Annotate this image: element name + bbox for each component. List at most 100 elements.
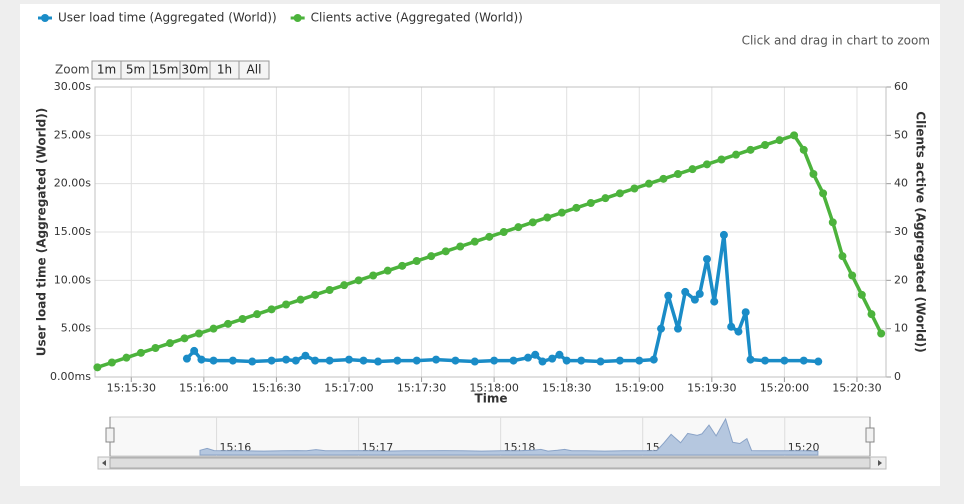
data-point[interactable] (664, 291, 673, 300)
data-point[interactable] (659, 174, 668, 183)
zoom-button-label[interactable]: 30m (182, 63, 209, 77)
data-point[interactable] (557, 208, 566, 217)
data-point[interactable] (296, 295, 305, 304)
data-point[interactable] (761, 141, 770, 149)
data-point[interactable] (780, 356, 789, 365)
data-point[interactable] (601, 194, 610, 203)
data-point[interactable] (209, 356, 218, 365)
data-point[interactable] (702, 160, 711, 169)
data-point[interactable] (224, 319, 233, 328)
data-point[interactable] (344, 355, 353, 364)
data-point[interactable] (819, 189, 828, 198)
data-point[interactable] (741, 308, 750, 317)
data-point[interactable] (867, 310, 876, 319)
data-point[interactable] (282, 355, 291, 364)
data-point[interactable] (838, 252, 847, 261)
data-point[interactable] (717, 155, 726, 164)
data-point[interactable] (490, 356, 499, 365)
data-point[interactable] (393, 356, 402, 365)
data-point[interactable] (710, 297, 719, 306)
data-point[interactable] (732, 150, 741, 159)
data-point[interactable] (523, 353, 532, 362)
data-point[interactable] (615, 356, 624, 365)
data-point[interactable] (451, 356, 460, 365)
data-point[interactable] (688, 165, 697, 174)
data-point[interactable] (485, 232, 494, 241)
data-point[interactable] (383, 266, 392, 275)
data-point[interactable] (695, 289, 704, 298)
data-point[interactable] (93, 363, 102, 372)
data-point[interactable] (531, 350, 540, 359)
data-point[interactable] (197, 355, 206, 364)
zoom-button-label[interactable]: All (247, 63, 262, 77)
data-point[interactable] (248, 357, 257, 366)
data-point[interactable] (630, 184, 639, 193)
data-point[interactable] (432, 355, 441, 364)
data-point[interactable] (427, 252, 436, 261)
data-point[interactable] (182, 354, 191, 363)
data-point[interactable] (857, 290, 866, 299)
data-point[interactable] (577, 356, 586, 365)
data-point[interactable] (228, 356, 237, 365)
data-point[interactable] (301, 351, 310, 360)
data-point[interactable] (746, 145, 755, 154)
data-point[interactable] (702, 255, 711, 264)
data-point[interactable] (790, 131, 799, 140)
data-point[interactable] (635, 356, 644, 365)
zoom-button-label[interactable]: 15m (152, 63, 179, 77)
data-point[interactable] (538, 357, 547, 366)
data-point[interactable] (136, 348, 145, 357)
data-point[interactable] (151, 344, 160, 352)
data-point[interactable] (657, 324, 666, 333)
navigator-handle[interactable] (105, 427, 115, 443)
data-point[interactable] (746, 355, 755, 364)
data-point[interactable] (775, 136, 784, 145)
data-point[interactable] (291, 356, 300, 365)
data-point[interactable] (586, 199, 595, 207)
data-point[interactable] (799, 145, 808, 154)
data-point[interactable] (734, 327, 743, 336)
data-point[interactable] (282, 300, 291, 309)
data-point[interactable] (596, 357, 605, 366)
legend-label[interactable]: Clients active (Aggregated (World)) (311, 11, 523, 25)
data-point[interactable] (761, 356, 770, 365)
data-point[interactable] (325, 356, 334, 365)
data-point[interactable] (548, 354, 557, 363)
data-point[interactable] (374, 357, 383, 366)
data-point[interactable] (107, 358, 116, 367)
data-point[interactable] (572, 203, 581, 212)
data-point[interactable] (814, 357, 823, 366)
data-point[interactable] (441, 247, 450, 256)
data-point[interactable] (509, 356, 518, 365)
data-point[interactable] (359, 356, 368, 365)
data-point[interactable] (528, 218, 537, 227)
zoom-button-label[interactable]: 5m (126, 63, 145, 77)
data-point[interactable] (238, 315, 247, 323)
data-point[interactable] (828, 218, 837, 227)
data-point[interactable] (253, 310, 262, 319)
data-point[interactable] (848, 271, 857, 280)
data-point[interactable] (690, 295, 699, 304)
data-point[interactable] (456, 242, 465, 251)
navigator-handle[interactable] (865, 427, 875, 443)
data-point[interactable] (267, 305, 276, 314)
data-point[interactable] (311, 290, 320, 299)
data-point[interactable] (649, 355, 658, 364)
data-point[interactable] (809, 170, 818, 178)
zoom-button[interactable] (238, 60, 270, 80)
legend-label[interactable]: User load time (Aggregated (World)) (58, 11, 277, 25)
data-point[interactable] (340, 281, 349, 290)
data-point[interactable] (499, 228, 508, 236)
data-point[interactable] (398, 261, 407, 270)
data-point[interactable] (412, 356, 421, 365)
data-point[interactable] (555, 350, 564, 359)
data-point[interactable] (180, 334, 189, 343)
data-point[interactable] (165, 339, 174, 348)
data-point[interactable] (644, 179, 653, 188)
data-point[interactable] (267, 356, 276, 365)
data-point[interactable] (369, 271, 378, 280)
legend-symbol[interactable] (293, 14, 302, 22)
data-point[interactable] (195, 329, 204, 338)
data-point[interactable] (562, 356, 571, 365)
data-point[interactable] (673, 170, 682, 178)
